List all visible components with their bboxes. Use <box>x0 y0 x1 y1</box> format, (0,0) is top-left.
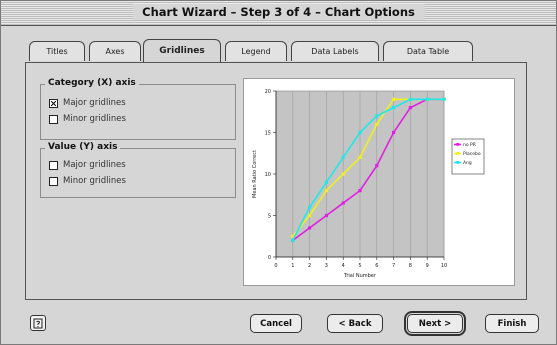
title-bar[interactable]: Chart Wizard – Step 3 of 4 – Chart Optio… <box>1 1 556 26</box>
legend: no PR Placebo Ang <box>451 138 485 175</box>
data-point <box>408 106 412 110</box>
window-title: Chart Wizard – Step 3 of 4 – Chart Optio… <box>132 4 425 20</box>
data-point <box>375 164 379 168</box>
legend-label: Placebo <box>463 151 481 157</box>
back-button[interactable]: < Back <box>327 314 383 333</box>
data-point <box>408 97 412 101</box>
value-major-gridlines-checkbox[interactable] <box>49 160 58 170</box>
y-tick-label: 15 <box>265 130 271 136</box>
data-point <box>375 122 379 126</box>
data-point <box>392 106 396 110</box>
x-tick-label: 8 <box>409 263 412 269</box>
data-point <box>291 234 295 238</box>
category-major-gridlines-checkbox[interactable] <box>49 98 58 108</box>
legend-marker <box>456 143 460 146</box>
data-point <box>291 238 295 242</box>
data-point <box>375 114 379 118</box>
data-point <box>358 155 362 159</box>
x-tick-label: 6 <box>375 263 378 269</box>
tab-axes[interactable]: Axes <box>89 41 141 61</box>
y-tick-label: 20 <box>265 89 271 95</box>
next-button[interactable]: Next > <box>404 311 466 336</box>
value-minor-gridlines-checkbox[interactable] <box>49 176 58 186</box>
data-point <box>308 226 312 230</box>
data-point <box>358 130 362 135</box>
y-axis-label: Mean Ratio Correct <box>252 150 258 198</box>
data-point <box>341 172 345 176</box>
tab-titles[interactable]: Titles <box>29 41 85 61</box>
category-major-gridlines-option[interactable]: Major gridlines <box>49 97 126 109</box>
x-tick-label: 7 <box>392 263 395 269</box>
value-major-gridlines-option[interactable]: Major gridlines <box>49 159 126 171</box>
value-axis-group: Value (Y) axis Major gridlines Minor gri… <box>40 142 236 198</box>
x-tick-label: 0 <box>274 263 277 269</box>
tab-legend[interactable]: Legend <box>225 41 287 61</box>
category-minor-gridlines-checkbox[interactable] <box>49 114 58 124</box>
x-tick-label: 5 <box>358 263 361 269</box>
y-tick-label: 0 <box>268 255 271 261</box>
category-axis-title: Category (X) axis <box>45 78 139 88</box>
data-point <box>341 201 345 205</box>
legend-label: no PR <box>463 142 476 148</box>
data-point <box>341 155 345 159</box>
x-tick-label: 2 <box>308 263 311 269</box>
x-tick-label: 4 <box>342 263 345 269</box>
data-point <box>392 130 396 135</box>
help-icon[interactable] <box>30 315 46 331</box>
series-line-ang <box>292 98 444 241</box>
category-axis-group: Category (X) axis Major gridlines Minor … <box>40 78 236 140</box>
legend-marker <box>456 152 460 155</box>
legend-label: Ang <box>463 160 472 166</box>
tab-gridlines[interactable]: Gridlines <box>143 39 221 62</box>
data-point <box>442 97 446 101</box>
value-axis-title: Value (Y) axis <box>45 142 121 152</box>
data-point <box>324 189 328 193</box>
category-minor-gridlines-option[interactable]: Minor gridlines <box>49 113 126 125</box>
x-tick-label: 9 <box>426 263 429 269</box>
value-major-gridlines-label: Major gridlines <box>63 160 126 170</box>
gridlines-panel: Category (X) axis Major gridlines Minor … <box>25 62 527 300</box>
tab-data-labels[interactable]: Data Labels <box>291 41 379 61</box>
tab-bar: Titles Axes Gridlines Legend Data Labels… <box>29 39 499 63</box>
data-point <box>425 97 429 101</box>
series-lines <box>291 97 446 242</box>
y-tick-label: 5 <box>268 213 271 219</box>
x-tick-label: 1 <box>291 263 294 269</box>
series-line-no-pr <box>292 98 444 242</box>
data-point <box>324 213 328 218</box>
gridlines <box>292 91 445 257</box>
value-minor-gridlines-label: Minor gridlines <box>63 176 126 186</box>
legend-marker <box>456 161 460 164</box>
data-point <box>324 180 328 184</box>
value-minor-gridlines-option[interactable]: Minor gridlines <box>49 175 126 187</box>
x-tick-label: 10 <box>441 263 447 269</box>
y-tick-label: 10 <box>265 172 271 178</box>
axes: 0 5 10 15 20 0 1 2 3 4 5 6 7 8 9 10 <box>265 89 448 269</box>
data-point <box>358 189 362 193</box>
finish-button[interactable]: Finish <box>485 314 539 333</box>
data-point <box>308 205 312 209</box>
chart-preview: 0 5 10 15 20 0 1 2 3 4 5 6 7 8 9 10 Mean Ratio Correct … <box>243 78 515 286</box>
data-point <box>392 97 396 101</box>
category-major-gridlines-label: Major gridlines <box>63 98 126 108</box>
category-minor-gridlines-label: Minor gridlines <box>63 114 126 124</box>
x-axis-label: Trial Number <box>343 273 377 279</box>
data-point <box>308 213 312 218</box>
cancel-button[interactable]: Cancel <box>250 314 302 333</box>
tab-data-table[interactable]: Data Table <box>383 41 473 61</box>
x-tick-label: 3 <box>325 263 328 269</box>
